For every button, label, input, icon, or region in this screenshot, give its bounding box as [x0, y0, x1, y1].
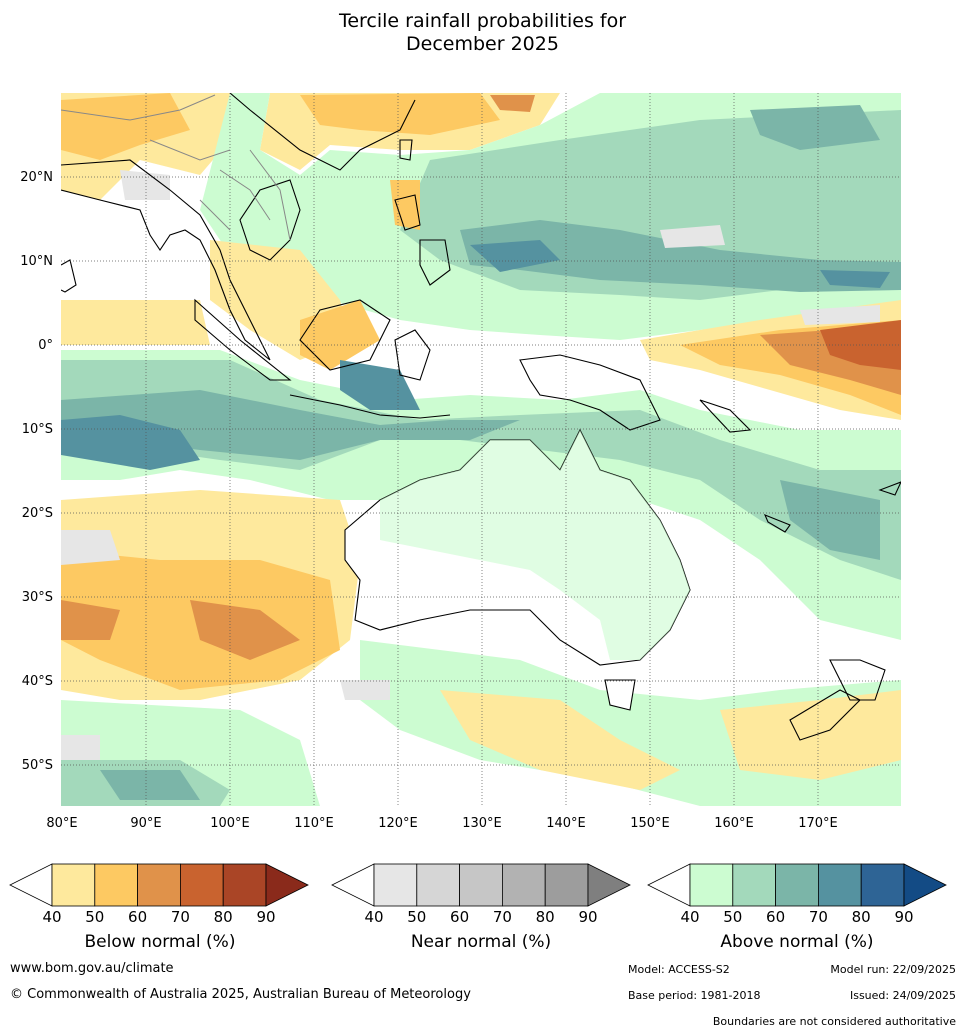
probability-field [61, 93, 901, 806]
lon-label: 130°E [462, 816, 502, 831]
lat-label: 0° [38, 338, 53, 353]
colorbar-tick-label: 90 [256, 908, 275, 926]
lon-label: 120°E [378, 816, 418, 831]
colorbar-swatch [373, 863, 418, 907]
colorbar-tick-label: 90 [894, 908, 913, 926]
colorbar-extend-high [265, 863, 309, 907]
lon-label: 150°E [630, 816, 670, 831]
lon-label: 170°E [798, 816, 838, 831]
lat-label: 20°S [22, 506, 53, 521]
title-line-2: December 2025 [406, 33, 559, 55]
footer-issued: Issued: 24/09/2025 [849, 989, 956, 1002]
latitude-labels: 20°N 10°N 0° 10°S 20°S 30°S 40°S 50°S [20, 170, 53, 773]
colorbar-tick-label: 80 [214, 908, 233, 926]
lat-label: 30°S [22, 590, 53, 605]
colorbar-swatch [416, 863, 460, 907]
footer-copyright: © Commonwealth of Australia 2025, Austra… [10, 987, 471, 1002]
colorbar-swatch [94, 863, 139, 907]
footer-url: www.bom.gov.au/climate [10, 961, 174, 976]
longitude-labels: 80°E 90°E 100°E 110°E 120°E 130°E 140°E … [46, 816, 837, 831]
lon-label: 140°E [546, 816, 586, 831]
colorbar-title-above: Above normal (%) [720, 932, 874, 952]
colorbar-tick-label: 50 [407, 908, 426, 926]
lat-label: 10°N [20, 254, 53, 269]
lon-label: 90°E [130, 816, 161, 831]
colorbar-tick-label: 90 [578, 908, 597, 926]
colorbar-tick-label: 50 [723, 908, 742, 926]
colorbar-tick-label: 50 [85, 908, 104, 926]
colorbar-tick-label: 70 [809, 908, 828, 926]
colorbar-swatch [501, 863, 546, 907]
colorbars: 40 50 60 70 80 90 40 50 60 70 80 90 40 50 60 70 80 90 [9, 863, 947, 926]
colorbar-extend-low [9, 863, 53, 907]
colorbar-tick-label: 40 [42, 908, 61, 926]
lat-label: 10°S [22, 422, 53, 437]
colorbar-tick-label: 60 [128, 908, 147, 926]
colorbar-swatch [860, 863, 905, 907]
map-title: Tercile rainfall probabilities for Decem… [0, 10, 965, 56]
lat-label: 40°S [22, 674, 53, 689]
colorbar-swatch [689, 863, 734, 907]
graticule [61, 93, 901, 806]
colorbar-extend-high [903, 863, 947, 907]
colorbar-above: 40 50 60 70 80 90 [647, 863, 947, 926]
colorbar-swatch [137, 863, 181, 907]
footer-base-period: Base period: 1981-2018 [628, 989, 761, 1002]
colorbar-swatch [459, 863, 503, 907]
footer-model: Model: ACCESS-S2 [628, 963, 730, 976]
colorbar-tick-label: 70 [171, 908, 190, 926]
colorbar-swatch [732, 863, 776, 907]
colorbar-title-below: Below normal (%) [84, 932, 236, 952]
colorbar-below: 40 50 60 70 80 90 [9, 863, 309, 926]
colorbar-title-near: Near normal (%) [410, 932, 552, 952]
title-line-1: Tercile rainfall probabilities for [338, 10, 627, 32]
colorbar-tick-label: 40 [680, 908, 699, 926]
colorbar-swatch [179, 863, 224, 907]
colorbar-swatch [775, 863, 819, 907]
lon-label: 80°E [46, 816, 77, 831]
colorbar-near: 40 50 60 70 80 90 [331, 863, 631, 926]
colorbar-tick-label: 40 [364, 908, 383, 926]
footer-disclaimer: Boundaries are not considered authoritat… [712, 1015, 956, 1028]
footer-model-run: Model run: 22/09/2025 [830, 963, 956, 976]
lat-label: 50°S [22, 758, 53, 773]
colorbar-extend-high [587, 863, 631, 907]
colorbar-tick-label: 60 [450, 908, 469, 926]
colorbar-swatch [818, 863, 862, 907]
lon-label: 100°E [210, 816, 250, 831]
colorbar-tick-label: 80 [536, 908, 555, 926]
colorbar-swatch [544, 863, 589, 907]
colorbar-tick-label: 60 [766, 908, 785, 926]
colorbar-swatch [222, 863, 267, 907]
colorbar-tick-label: 70 [493, 908, 512, 926]
lon-label: 110°E [294, 816, 334, 831]
colorbar-extend-low [647, 863, 691, 907]
colorbar-swatch [51, 863, 96, 907]
lon-label: 160°E [714, 816, 754, 831]
lat-label: 20°N [20, 170, 53, 185]
colorbar-tick-label: 80 [852, 908, 871, 926]
colorbar-extend-low [331, 863, 375, 907]
